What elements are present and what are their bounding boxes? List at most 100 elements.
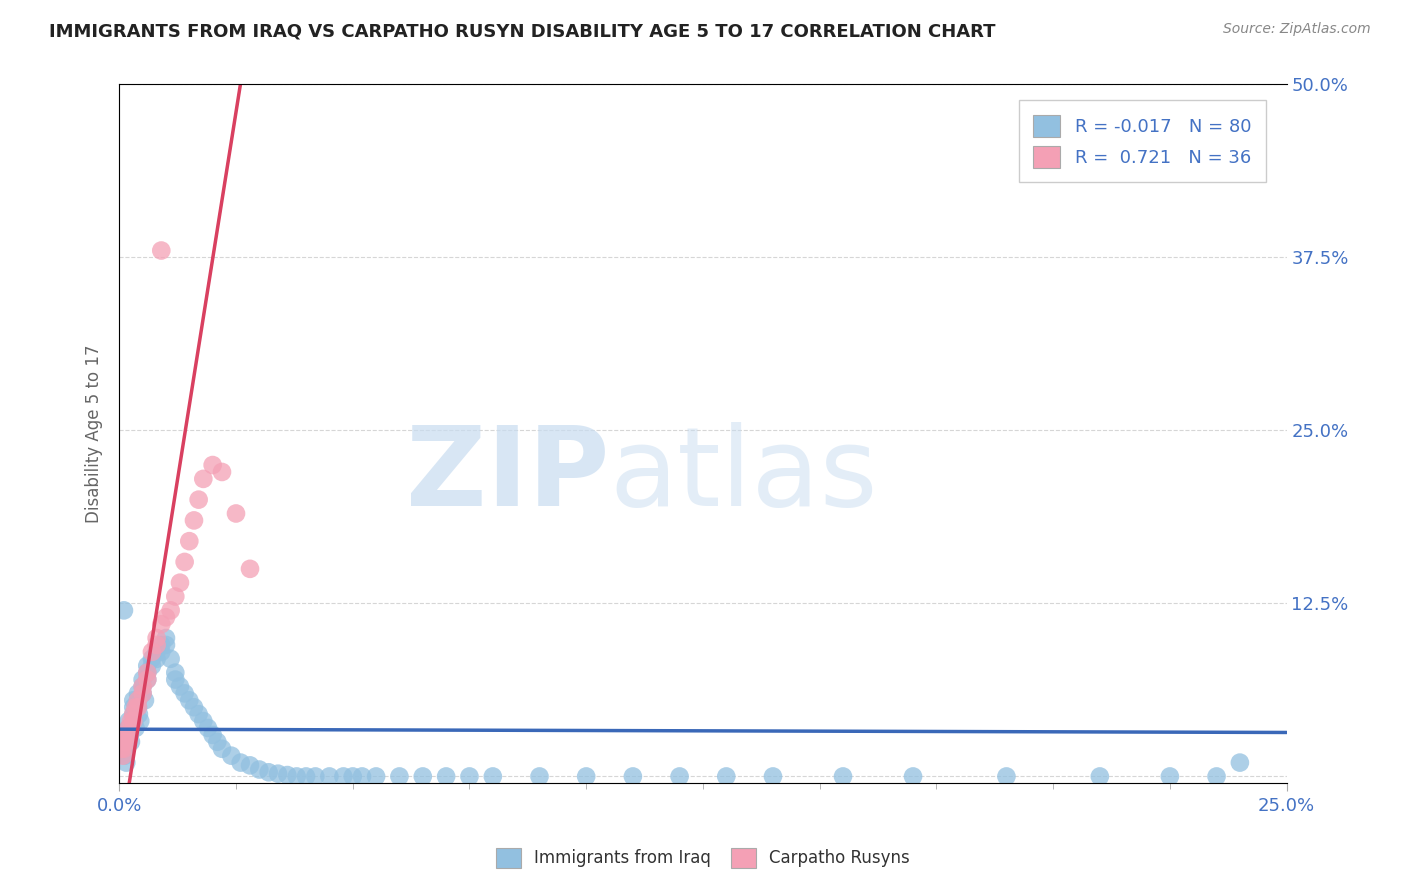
Point: [141, 645, 163, 659]
Point: [120, 735, 142, 749]
Legend: Immigrants from Iraq, Carpatho Rusyns: Immigrants from Iraq, Carpatho Rusyns: [489, 841, 917, 875]
Point: [412, 769, 434, 783]
Point: [575, 769, 598, 783]
Point: [239, 562, 262, 576]
Point: [141, 658, 163, 673]
Point: [112, 741, 135, 756]
Point: [901, 769, 924, 783]
Point: [122, 714, 145, 728]
Point: [131, 680, 153, 694]
Point: [183, 513, 205, 527]
Point: [304, 769, 326, 783]
Point: [141, 652, 163, 666]
Point: [267, 766, 290, 780]
Point: [145, 645, 167, 659]
Point: [295, 769, 318, 783]
Point: [129, 714, 152, 728]
Point: [388, 769, 411, 783]
Point: [127, 700, 149, 714]
Point: [197, 721, 219, 735]
Point: [131, 680, 153, 694]
Point: [136, 665, 159, 680]
Point: [239, 758, 262, 772]
Point: [179, 693, 201, 707]
Point: [111, 735, 134, 749]
Point: [165, 590, 187, 604]
Point: [150, 645, 173, 659]
Point: [342, 769, 364, 783]
Point: [150, 638, 173, 652]
Point: [482, 769, 505, 783]
Point: [145, 638, 167, 652]
Point: [352, 769, 374, 783]
Point: [155, 631, 177, 645]
Point: [169, 575, 191, 590]
Point: [529, 769, 551, 783]
Point: [201, 458, 224, 472]
Point: [211, 741, 233, 756]
Y-axis label: Disability Age 5 to 17: Disability Age 5 to 17: [86, 344, 103, 523]
Point: [229, 756, 252, 770]
Point: [193, 714, 215, 728]
Point: [173, 555, 195, 569]
Point: [117, 721, 139, 735]
Point: [111, 748, 134, 763]
Point: [110, 741, 132, 756]
Point: [165, 665, 187, 680]
Point: [225, 507, 247, 521]
Point: [159, 652, 181, 666]
Point: [995, 769, 1018, 783]
Point: [832, 769, 855, 783]
Point: [114, 748, 136, 763]
Point: [332, 769, 354, 783]
Point: [285, 769, 308, 783]
Point: [1088, 769, 1111, 783]
Point: [318, 769, 340, 783]
Point: [183, 700, 205, 714]
Point: [458, 769, 481, 783]
Text: ZIP: ZIP: [406, 422, 610, 529]
Point: [117, 721, 139, 735]
Point: [136, 658, 159, 673]
Point: [155, 610, 177, 624]
Point: [169, 680, 191, 694]
Point: [112, 603, 135, 617]
Point: [127, 693, 149, 707]
Point: [112, 735, 135, 749]
Point: [207, 735, 229, 749]
Point: [159, 603, 181, 617]
Point: [131, 673, 153, 687]
Point: [173, 686, 195, 700]
Point: [122, 693, 145, 707]
Point: [117, 728, 139, 742]
Point: [114, 728, 136, 742]
Point: [621, 769, 644, 783]
Point: [762, 769, 785, 783]
Point: [155, 638, 177, 652]
Point: [127, 693, 149, 707]
Point: [136, 673, 159, 687]
Point: [128, 707, 150, 722]
Point: [127, 686, 149, 700]
Point: [211, 465, 233, 479]
Point: [127, 700, 149, 714]
Point: [187, 492, 209, 507]
Point: [201, 728, 224, 742]
Point: [122, 707, 145, 722]
Point: [122, 700, 145, 714]
Point: [247, 763, 270, 777]
Point: [193, 472, 215, 486]
Text: Source: ZipAtlas.com: Source: ZipAtlas.com: [1223, 22, 1371, 37]
Point: [131, 686, 153, 700]
Point: [117, 714, 139, 728]
Point: [187, 707, 209, 722]
Point: [112, 741, 135, 756]
Point: [276, 768, 298, 782]
Point: [145, 652, 167, 666]
Text: IMMIGRANTS FROM IRAQ VS CARPATHO RUSYN DISABILITY AGE 5 TO 17 CORRELATION CHART: IMMIGRANTS FROM IRAQ VS CARPATHO RUSYN D…: [49, 22, 995, 40]
Point: [257, 765, 280, 780]
Point: [134, 693, 156, 707]
Point: [120, 714, 142, 728]
Point: [124, 721, 146, 735]
Point: [716, 769, 738, 783]
